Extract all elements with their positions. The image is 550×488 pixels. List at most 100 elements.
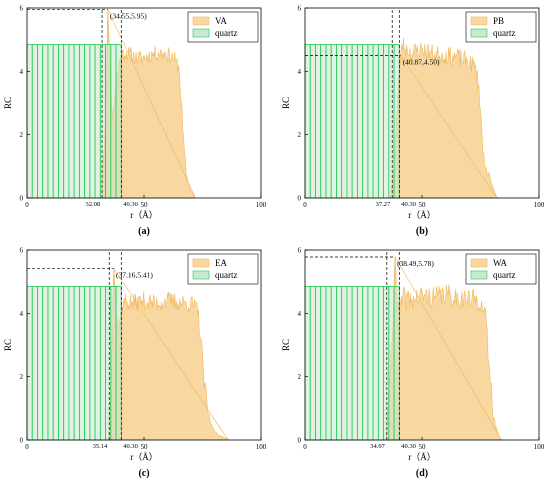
panel-label: (d) xyxy=(416,468,428,479)
quartz-bar xyxy=(52,44,59,199)
quartz-bar xyxy=(94,44,101,199)
peak-spike xyxy=(393,256,397,293)
quartz-bar xyxy=(372,286,379,441)
marker-label: 40.30 xyxy=(401,443,416,450)
liquid-area-EA xyxy=(108,268,229,441)
x-tick-label: 0 xyxy=(25,201,29,209)
quartz-bar xyxy=(372,44,379,199)
liquid-area-PB xyxy=(390,37,498,199)
quartz-bar xyxy=(346,44,353,199)
quartz-bar xyxy=(105,44,112,199)
x-axis-title: r（Å） xyxy=(130,210,158,220)
panel-label: (c) xyxy=(138,468,149,479)
marker-label: 34.97 xyxy=(370,443,385,450)
quartz-bar xyxy=(73,44,80,199)
panel-label: (b) xyxy=(416,226,428,237)
y-tick-label: 0 xyxy=(20,437,24,445)
y-axis-title: RC xyxy=(3,97,13,109)
quartz-bar xyxy=(356,286,364,441)
quartz-bar xyxy=(351,44,358,199)
y-tick-label: 6 xyxy=(20,5,24,13)
quartz-bar xyxy=(304,44,311,199)
quartz-bar xyxy=(362,286,369,441)
x-tick-label: 100 xyxy=(256,443,267,451)
legend-swatch-liquid xyxy=(470,258,488,268)
quartz-bar xyxy=(31,286,38,441)
x-tick-label: 50 xyxy=(419,443,427,451)
peak-annotation: (34.55,5.95) xyxy=(110,12,147,21)
x-tick-label: 100 xyxy=(534,443,545,451)
quartz-bar xyxy=(346,286,353,441)
quartz-bar xyxy=(37,286,44,441)
quartz-bar xyxy=(115,44,122,199)
quartz-bar xyxy=(388,286,395,441)
quartz-bar xyxy=(393,286,400,441)
quartz-bar xyxy=(393,44,400,199)
legend-label-quartz: quartz xyxy=(215,28,238,38)
x-tick-label: 0 xyxy=(303,201,307,209)
chart-panel-4: 34.97 40.30 (38.49,5.78) 0 2 4 6 0 50 100 r（Å） RC (d… xyxy=(281,247,545,480)
y-tick-label: 2 xyxy=(298,373,302,381)
quartz-bar xyxy=(26,286,33,441)
quartz-bar xyxy=(84,44,91,199)
quartz-bar xyxy=(73,286,80,441)
y-tick-label: 4 xyxy=(298,310,302,318)
y-tick-label: 6 xyxy=(20,247,24,255)
legend-swatch-quartz xyxy=(192,270,210,280)
quartz-bar xyxy=(68,44,75,199)
panel-label: (a) xyxy=(138,226,150,237)
legend-swatch-quartz xyxy=(192,28,210,38)
quartz-bar xyxy=(351,286,358,441)
quartz-bar xyxy=(31,44,38,199)
quartz-bar xyxy=(325,286,332,441)
x-tick-label: 0 xyxy=(25,443,29,451)
quartz-bar xyxy=(367,286,374,441)
legend-label-liquid: PB xyxy=(493,16,504,26)
y-tick-label: 2 xyxy=(20,131,24,139)
quartz-bar xyxy=(78,286,86,441)
legend-label-quartz: quartz xyxy=(493,270,516,280)
legend-swatch-liquid xyxy=(192,16,210,26)
chart-panel-1: 32.08 40.30 (34.55,5.95) 0 2 4 6 0 50 100 r（Å） RC (a… xyxy=(3,5,267,238)
legend-label-liquid: VA xyxy=(215,16,227,26)
quartz-bar xyxy=(330,286,337,441)
x-axis-title: r（Å） xyxy=(408,452,436,462)
x-axis-title: r（Å） xyxy=(130,452,158,462)
y-tick-label: 0 xyxy=(298,195,302,203)
quartz-bar xyxy=(52,286,59,441)
peak-annotation: (38.49,5.78) xyxy=(397,259,434,268)
quartz-bar xyxy=(336,286,343,441)
quartz-bar xyxy=(58,286,65,441)
quartz-bar xyxy=(47,44,54,199)
quartz-bar xyxy=(325,44,332,199)
quartz-bar xyxy=(383,44,390,199)
x-axis-title: r（Å） xyxy=(408,210,436,220)
quartz-bar xyxy=(105,286,112,441)
quartz-bar xyxy=(99,44,106,199)
quartz-bar xyxy=(115,286,122,441)
legend-swatch-liquid xyxy=(470,16,488,26)
liquid-area-WA xyxy=(385,256,503,441)
quartz-bar xyxy=(99,286,106,441)
y-tick-label: 2 xyxy=(20,373,24,381)
quartz-bar xyxy=(356,44,364,199)
y-tick-label: 2 xyxy=(298,131,302,139)
legend-label-liquid: WA xyxy=(493,258,507,268)
quartz-bar xyxy=(84,286,91,441)
quartz-bar xyxy=(309,44,316,199)
marker-label: 37.27 xyxy=(376,201,391,208)
x-tick-label: 100 xyxy=(534,201,545,209)
marker-label: 35.14 xyxy=(93,443,108,450)
y-tick-label: 4 xyxy=(20,68,24,76)
quartz-bar xyxy=(63,44,70,199)
quartz-bar xyxy=(377,44,384,199)
y-tick-label: 6 xyxy=(298,247,302,255)
quartz-bar xyxy=(320,286,327,441)
quartz-bar xyxy=(377,286,384,441)
x-tick-label: 0 xyxy=(303,443,307,451)
y-tick-label: 6 xyxy=(298,5,302,13)
y-tick-label: 4 xyxy=(298,68,302,76)
marker-label: 32.08 xyxy=(85,201,100,208)
legend-label-quartz: quartz xyxy=(215,270,238,280)
quartz-bar xyxy=(94,286,101,441)
